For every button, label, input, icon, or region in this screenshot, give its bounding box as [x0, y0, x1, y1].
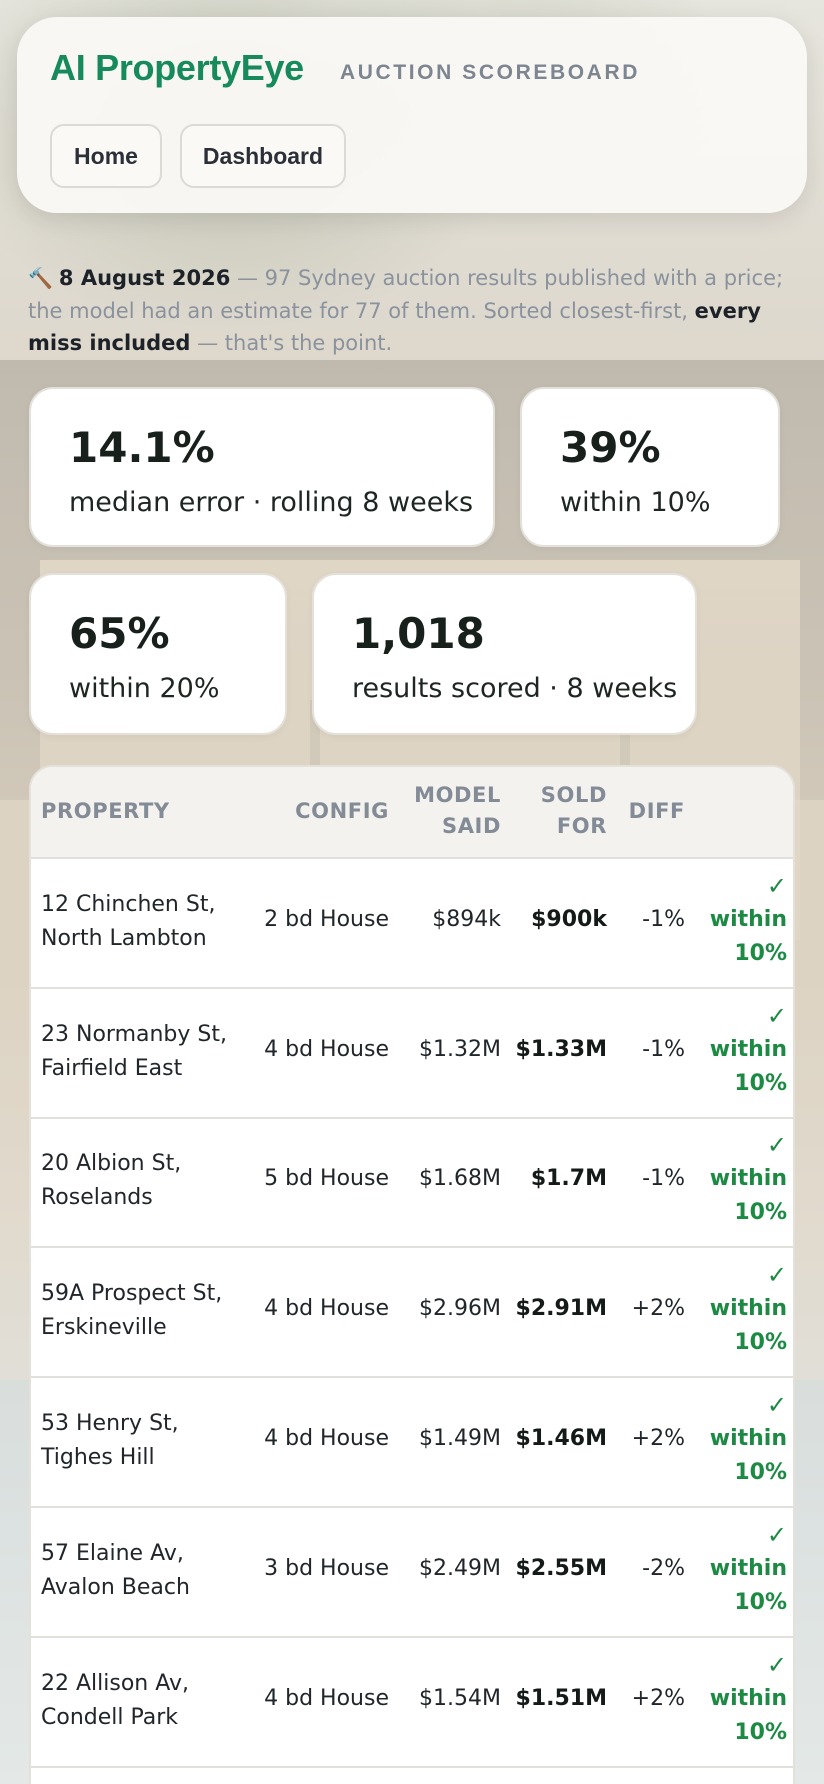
stat-value: 65% [69, 609, 170, 658]
table-row[interactable]: 22 Allison Av, Condell Park 4 bd House $1… [31, 1638, 793, 1768]
brand-logo[interactable]: AI PropertyEye [50, 47, 304, 88]
property-config: 4 bd House [264, 1296, 389, 1321]
accuracy-verdict: ✓ within 10% [707, 1258, 787, 1360]
property-config: 4 bd House [264, 1426, 389, 1451]
page-subtitle: AUCTION SCOREBOARD [340, 61, 640, 84]
accuracy-verdict: ✓ within 10% [707, 999, 787, 1101]
price-diff: +2% [631, 1296, 685, 1321]
price-diff: +2% [631, 1686, 685, 1711]
table-row[interactable]: 59A Prospect St, Erskineville 4 bd House … [31, 1248, 793, 1378]
property-address: 20 Albion St, Roselands [41, 1151, 182, 1210]
property-config: 4 bd House [264, 1037, 389, 1062]
property-config: 3 bd House [264, 1556, 389, 1581]
sold-price: $2.55M [515, 1556, 607, 1581]
accuracy-verdict: ✓ within 10% [707, 869, 787, 971]
column-header-property[interactable]: PROPERTY [41, 799, 170, 823]
sold-price: $1.51M [515, 1686, 607, 1711]
table-row[interactable]: 20 Albion St, Roselands 5 bd House $1.68M… [31, 1118, 793, 1248]
stat-card-within-20: 65% within 20% [29, 573, 287, 735]
sold-price: $1.7M [530, 1166, 607, 1191]
price-diff: -1% [642, 1166, 685, 1191]
accuracy-verdict: ✓ within 10% [707, 1648, 787, 1750]
table-row[interactable]: 53 Henry St, Tighes Hill 4 bd House $1.49… [31, 1378, 793, 1508]
stat-label: within 10% [560, 487, 711, 518]
property-config: 4 bd House [264, 1686, 389, 1711]
property-config: 2 bd House [264, 907, 389, 932]
check-icon: ✓ [766, 1002, 787, 1030]
table-row[interactable]: 12 Chinchen St, North Lambton 2 bd House … [31, 859, 793, 989]
model-estimate: $2.49M [419, 1556, 501, 1581]
model-estimate: $2.96M [419, 1296, 501, 1321]
table-header: PROPERTY CONFIG MODEL SAID SOLD FOR DIFF [31, 767, 793, 859]
accuracy-verdict: ✓ within 10% [707, 1128, 787, 1230]
results-date: 8 August 2026 [58, 266, 231, 290]
property-address: 59A Prospect St, Erskineville [41, 1281, 223, 1340]
nav-dashboard-button[interactable]: Dashboard [180, 124, 346, 188]
model-estimate: $1.49M [419, 1426, 501, 1451]
sold-price: $1.46M [515, 1426, 607, 1451]
column-header-model-said[interactable]: MODEL SAID [414, 783, 501, 838]
stat-value: 1,018 [352, 609, 485, 658]
check-icon: ✓ [766, 1521, 787, 1549]
stat-value: 39% [560, 423, 661, 472]
stat-label: results scored · 8 weeks [352, 673, 678, 704]
check-icon: ✓ [766, 1651, 787, 1679]
price-diff: -1% [642, 907, 685, 932]
price-diff: +2% [631, 1426, 685, 1451]
model-estimate: $894k [432, 907, 501, 932]
model-estimate: $1.32M [419, 1037, 501, 1062]
check-icon: ✓ [766, 1261, 787, 1289]
column-header-diff[interactable]: DIFF [628, 799, 685, 823]
stat-label: median error · rolling 8 weeks [69, 487, 474, 518]
stat-value: 14.1% [69, 423, 215, 472]
accuracy-verdict: ✓ within 10% [707, 1518, 787, 1620]
intro-emphasis: every miss included [28, 298, 761, 356]
table-row[interactable]: 57 Elaine Av, Avalon Beach 3 bd House $2.… [31, 1508, 793, 1638]
property-config: 5 bd House [264, 1166, 389, 1191]
hammer-icon: 🔨 [28, 266, 53, 290]
property-address: 12 Chinchen St, North Lambton [41, 892, 216, 951]
stat-label: within 20% [69, 673, 220, 704]
price-diff: -2% [642, 1556, 685, 1581]
property-address: 57 Elaine Av, Avalon Beach [41, 1541, 190, 1600]
intro-summary: 🔨 8 August 2026 — 97 Sydney auction resul… [28, 262, 798, 360]
sold-price: $2.91M [515, 1296, 607, 1321]
property-address: 53 Henry St, Tighes Hill [41, 1411, 179, 1470]
results-table: PROPERTY CONFIG MODEL SAID SOLD FOR DIFF… [29, 765, 795, 1784]
site-header: AI PropertyEye AUCTION SCOREBOARD Home D… [17, 17, 807, 213]
table-row[interactable]: 23 Normanby St, Fairfield East 4 bd House… [31, 989, 793, 1119]
price-diff: -1% [642, 1037, 685, 1062]
property-address: 23 Normanby St, Fairfield East [41, 1022, 227, 1081]
check-icon: ✓ [766, 872, 787, 900]
model-estimate: $1.68M [419, 1166, 501, 1191]
stat-card-median-error: 14.1% median error · rolling 8 weeks [29, 387, 495, 547]
property-address: 22 Allison Av, Condell Park [41, 1671, 190, 1730]
sold-price: $900k [531, 907, 607, 932]
intro-text-end: — that's the point. [190, 331, 393, 355]
stat-card-within-10: 39% within 10% [520, 387, 780, 547]
check-icon: ✓ [766, 1131, 787, 1159]
column-header-sold-for[interactable]: SOLD FOR [540, 783, 607, 838]
sold-price: $1.33M [515, 1037, 607, 1062]
check-icon: ✓ [766, 1391, 787, 1419]
intro-text: — 97 Sydney auction results published wi… [28, 266, 784, 323]
nav-home-button[interactable]: Home [50, 124, 162, 188]
accuracy-verdict: ✓ within 10% [707, 1388, 787, 1490]
column-header-config[interactable]: CONFIG [295, 799, 389, 823]
model-estimate: $1.54M [419, 1686, 501, 1711]
stat-card-results-scored: 1,018 results scored · 8 weeks [312, 573, 697, 735]
